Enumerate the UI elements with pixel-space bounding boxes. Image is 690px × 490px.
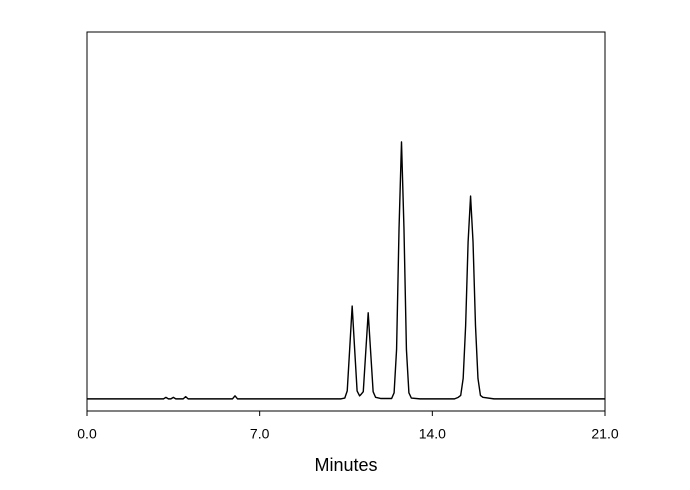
- x-tick-label: 21.0: [591, 426, 618, 442]
- x-tick-label: 0.0: [77, 426, 97, 442]
- x-tick-label: 7.0: [250, 426, 270, 442]
- x-axis-label: Minutes: [314, 455, 377, 475]
- x-tick-label: 14.0: [419, 426, 446, 442]
- plot-frame: [86, 31, 606, 412]
- trace-line: [87, 141, 605, 400]
